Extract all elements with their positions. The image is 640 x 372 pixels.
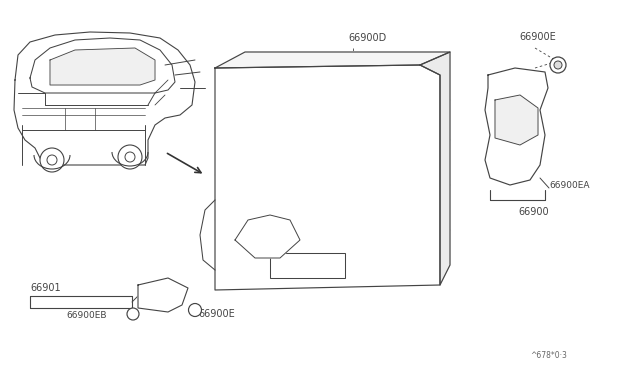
Circle shape: [431, 131, 438, 138]
Polygon shape: [50, 48, 155, 85]
Circle shape: [504, 112, 520, 128]
Circle shape: [431, 171, 438, 179]
Circle shape: [550, 57, 566, 73]
Circle shape: [530, 75, 540, 85]
Polygon shape: [235, 215, 300, 258]
Text: 66900E: 66900E: [519, 32, 556, 42]
Polygon shape: [420, 52, 450, 285]
Circle shape: [363, 113, 377, 127]
Circle shape: [243, 153, 267, 177]
Text: 66900: 66900: [518, 207, 548, 217]
Bar: [270, 253, 345, 278]
Polygon shape: [138, 278, 188, 312]
Circle shape: [216, 92, 223, 99]
Circle shape: [365, 170, 395, 200]
Text: 66900EA: 66900EA: [549, 180, 589, 189]
Circle shape: [431, 217, 438, 224]
Circle shape: [365, 140, 385, 160]
Circle shape: [216, 247, 223, 253]
Circle shape: [238, 225, 258, 245]
Circle shape: [40, 148, 64, 172]
Polygon shape: [30, 38, 175, 93]
Circle shape: [243, 190, 253, 200]
Circle shape: [216, 206, 223, 214]
Circle shape: [431, 87, 438, 93]
Circle shape: [500, 75, 510, 85]
Text: ^678*0·3: ^678*0·3: [530, 350, 567, 359]
Polygon shape: [495, 95, 538, 145]
Text: 66900E: 66900E: [198, 309, 235, 319]
Polygon shape: [215, 65, 440, 290]
Circle shape: [241, 113, 255, 127]
Circle shape: [118, 145, 142, 169]
Circle shape: [529, 149, 541, 161]
Circle shape: [223, 210, 273, 260]
Text: 66901: 66901: [30, 283, 61, 293]
Text: 67905: 67905: [238, 140, 269, 150]
Circle shape: [294, 194, 316, 216]
Circle shape: [376, 206, 394, 224]
Circle shape: [297, 137, 313, 153]
Polygon shape: [215, 52, 450, 68]
Circle shape: [127, 308, 139, 320]
Circle shape: [307, 222, 323, 238]
Circle shape: [216, 126, 223, 134]
Circle shape: [216, 167, 223, 173]
Circle shape: [125, 152, 135, 162]
Circle shape: [334, 69, 346, 81]
Circle shape: [189, 304, 202, 317]
Circle shape: [554, 61, 562, 69]
Circle shape: [47, 155, 57, 165]
Polygon shape: [14, 32, 195, 165]
Circle shape: [384, 232, 400, 248]
Circle shape: [431, 257, 438, 263]
Polygon shape: [485, 68, 548, 185]
Circle shape: [502, 149, 514, 161]
Text: 66900EB: 66900EB: [66, 311, 106, 320]
Text: 66900D: 66900D: [348, 33, 387, 43]
Circle shape: [296, 161, 324, 189]
